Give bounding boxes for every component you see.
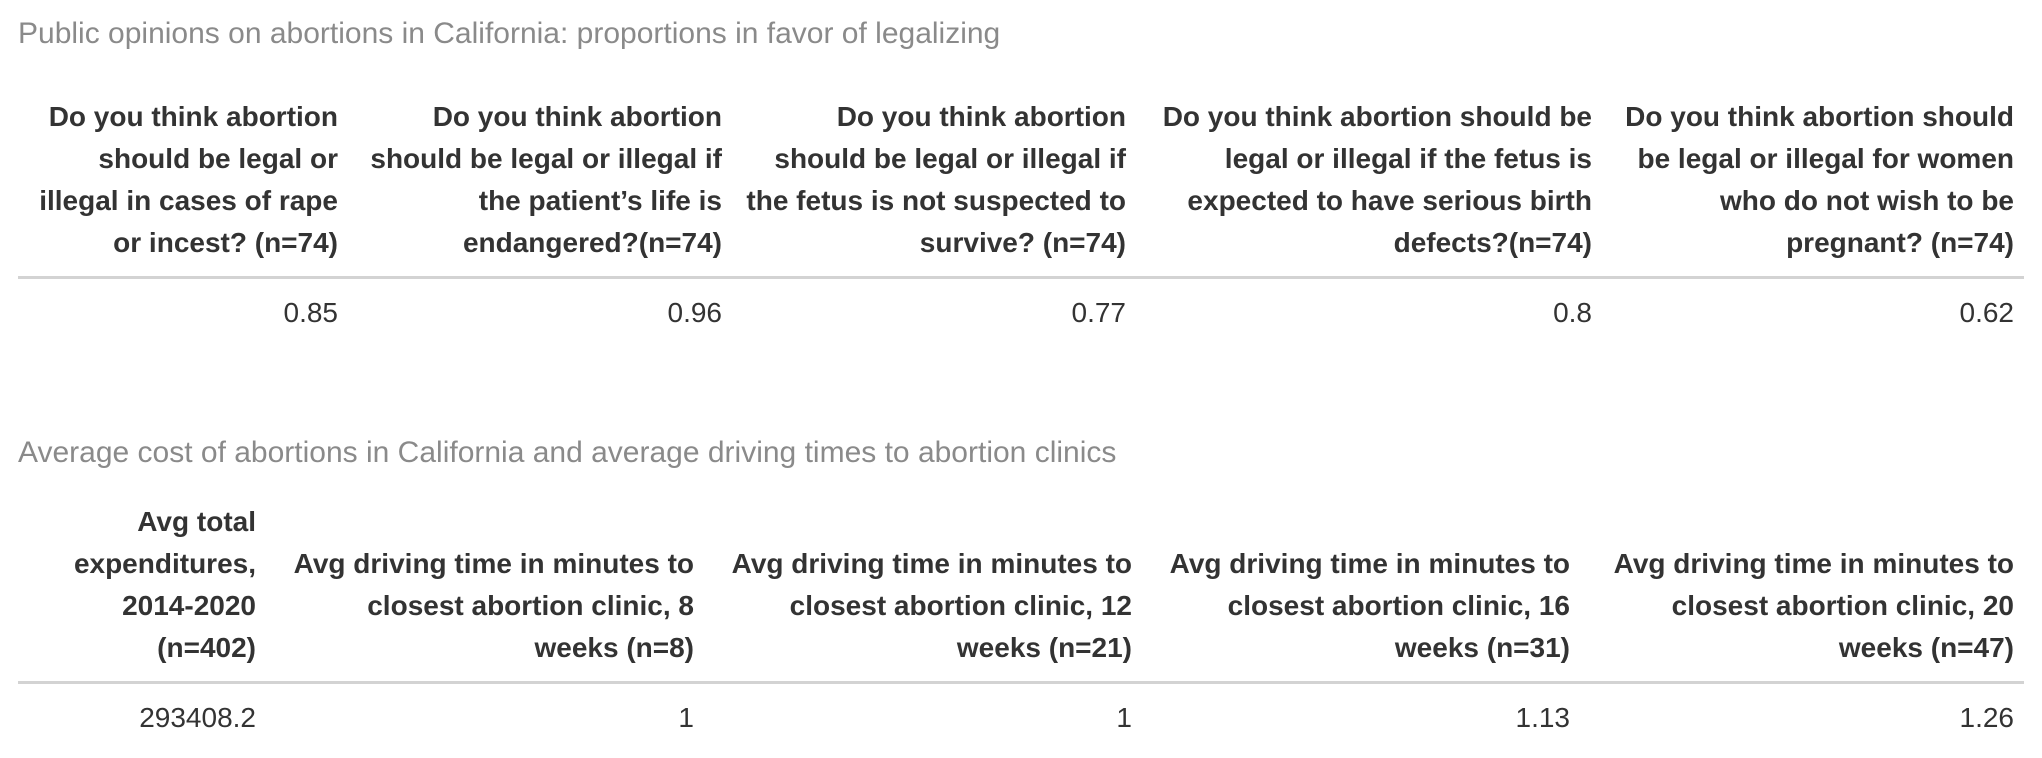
table-cell: 0.77 (1071, 297, 1127, 328)
column-header: Avg total expenditures, 2014-2020 (n=402… (18, 501, 266, 684)
costs-table: Avg total expenditures, 2014-2020 (n=402… (18, 501, 2024, 738)
column-header: Do you think abortion should be legal or… (732, 96, 1136, 279)
column-header: Avg driving time in minutes to closest a… (704, 501, 1142, 684)
table-cell: 1.26 (1959, 702, 2015, 733)
table-cell: 1 (678, 702, 694, 733)
opinions-table-section: Public opinions on abortions in Californ… (18, 14, 2024, 333)
costs-table-section: Average cost of abortions in California … (18, 433, 2024, 738)
column-header: Do you think abortion should be legal or… (348, 96, 732, 279)
table-cell: 0.8 (1553, 297, 1592, 328)
column-header: Do you think abortion should be legal or… (18, 96, 348, 279)
table-caption: Average cost of abortions in California … (18, 436, 1117, 469)
table-caption: Public opinions on abortions in Californ… (18, 17, 1001, 50)
header-row: Avg total expenditures, 2014-2020 (n=402… (18, 501, 2024, 684)
table-cell: 1 (1116, 702, 1132, 733)
table-row: 293408.2 1 1 1.13 1.26 (18, 683, 2024, 739)
table-cell: 293408.2 (139, 702, 256, 733)
table-cell: 1.13 (1515, 702, 1571, 733)
opinions-table: Do you think abortion should be legal or… (18, 96, 2024, 333)
column-header: Do you think abortion should be legal or… (1136, 96, 1602, 279)
table-row: 0.85 0.96 0.77 0.8 0.62 (18, 278, 2024, 334)
column-header: Avg driving time in minutes to closest a… (266, 501, 704, 684)
column-header: Do you think abortion should be legal or… (1602, 96, 2024, 279)
table-cell: 0.62 (1959, 297, 2015, 328)
table-cell: 0.96 (667, 297, 723, 328)
column-header: Avg driving time in minutes to closest a… (1142, 501, 1580, 684)
header-row: Do you think abortion should be legal or… (18, 96, 2024, 279)
table-cell: 0.85 (283, 297, 339, 328)
column-header: Avg driving time in minutes to closest a… (1580, 501, 2024, 684)
